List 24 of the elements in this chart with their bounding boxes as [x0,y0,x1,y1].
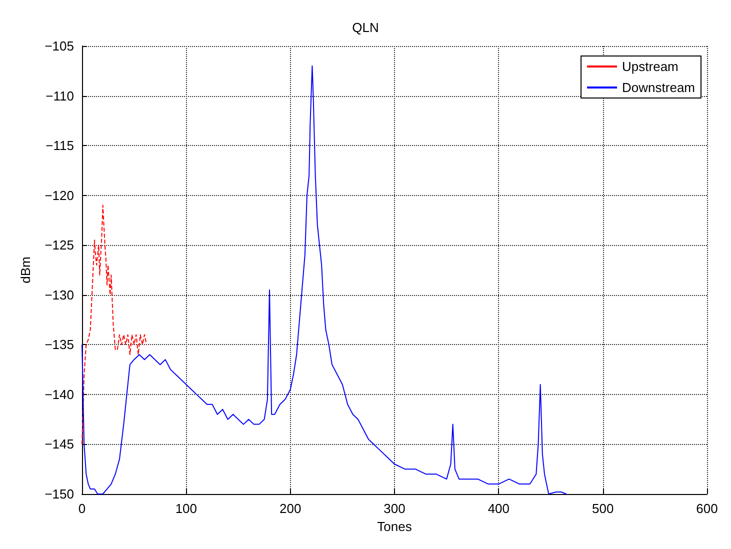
y-tick-label: −125 [44,238,74,253]
y-tick-label: −150 [44,486,74,502]
chart-title: QLN [352,20,379,35]
y-tick-label: −120 [44,188,74,203]
x-tick-label: 400 [488,501,510,516]
x-tick-label: 200 [279,501,302,516]
line-series [82,204,148,445]
line-series [82,65,567,494]
x-tick-label: 0 [78,501,86,516]
y-axis-title: dBm [18,256,33,284]
y-tick-label: −110 [46,88,74,104]
y-tick-label: −140 [44,386,74,402]
y-tick-label: −105 [44,38,74,54]
y-tick-label: −115 [46,138,74,154]
x-axis-title: Tones [377,518,412,534]
x-tick-label: 100 [175,501,198,516]
y-tick-label: −135 [44,337,74,352]
y-tick-label: −145 [44,436,74,452]
legend-label: Upstream [622,59,678,74]
x-tick-label: 500 [592,501,614,516]
x-tick-label: 300 [384,501,406,516]
x-tick-label: 600 [696,501,718,516]
y-tick-label: −130 [44,287,74,302]
legend-label: Downstream [622,80,695,95]
